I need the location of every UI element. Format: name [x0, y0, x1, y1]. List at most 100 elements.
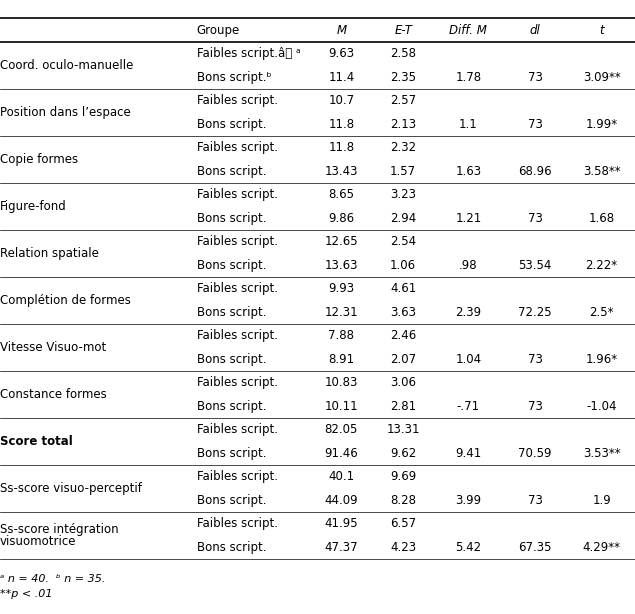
Text: Bons script.ᵇ: Bons script.ᵇ — [197, 71, 271, 84]
Text: Diff. M: Diff. M — [450, 24, 487, 37]
Text: 13.31: 13.31 — [387, 424, 420, 437]
Text: 1.57: 1.57 — [390, 165, 417, 178]
Text: Faibles script.â ᵃ: Faibles script.â ᵃ — [197, 47, 300, 60]
Text: 13.63: 13.63 — [324, 259, 358, 272]
Text: 73: 73 — [528, 212, 542, 225]
Text: 3.58**: 3.58** — [583, 165, 620, 178]
Text: 2.39: 2.39 — [455, 306, 481, 319]
Text: 9.86: 9.86 — [328, 212, 354, 225]
Text: Complétion de formes: Complétion de formes — [0, 294, 131, 307]
Text: **p < .01: **p < .01 — [0, 589, 53, 599]
Text: .98: .98 — [459, 259, 478, 272]
Text: 5.42: 5.42 — [455, 541, 481, 554]
Text: 3.06: 3.06 — [391, 376, 416, 389]
Text: 11.8: 11.8 — [328, 118, 354, 131]
Text: 6.57: 6.57 — [390, 518, 417, 530]
Text: Faibles script.: Faibles script. — [197, 424, 278, 437]
Text: Faibles script.: Faibles script. — [197, 188, 278, 201]
Text: 3.53**: 3.53** — [583, 447, 620, 460]
Text: 9.62: 9.62 — [390, 447, 417, 460]
Text: 2.81: 2.81 — [390, 400, 417, 413]
Text: 10.83: 10.83 — [324, 376, 358, 389]
Text: Bons script.: Bons script. — [197, 447, 266, 460]
Text: 8.28: 8.28 — [391, 494, 416, 507]
Text: 1.78: 1.78 — [455, 71, 481, 84]
Text: 1.04: 1.04 — [455, 353, 481, 366]
Text: 9.63: 9.63 — [328, 47, 354, 60]
Text: 10.7: 10.7 — [328, 94, 354, 107]
Text: Figure-fond: Figure-fond — [0, 200, 67, 213]
Text: 68.96: 68.96 — [518, 165, 552, 178]
Text: Bons script.: Bons script. — [197, 541, 266, 554]
Text: -.71: -.71 — [457, 400, 480, 413]
Text: 73: 73 — [528, 71, 542, 84]
Text: Bons script.: Bons script. — [197, 400, 266, 413]
Text: 12.31: 12.31 — [324, 306, 358, 319]
Text: Groupe: Groupe — [197, 24, 240, 37]
Text: 12.65: 12.65 — [324, 235, 358, 248]
Text: Vitesse Visuo-mot: Vitesse Visuo-mot — [0, 341, 106, 354]
Text: 72.25: 72.25 — [518, 306, 552, 319]
Text: 1.99*: 1.99* — [585, 118, 618, 131]
Text: 53.54: 53.54 — [518, 259, 552, 272]
Text: 2.57: 2.57 — [390, 94, 417, 107]
Text: 7.88: 7.88 — [328, 329, 354, 343]
Text: Faibles script.: Faibles script. — [197, 235, 278, 248]
Text: 1.9: 1.9 — [592, 494, 611, 507]
Text: 13.43: 13.43 — [324, 165, 358, 178]
Text: Copie formes: Copie formes — [0, 153, 78, 166]
Text: Bons script.: Bons script. — [197, 306, 266, 319]
Text: M: M — [337, 24, 346, 37]
Text: 2.22*: 2.22* — [585, 259, 618, 272]
Text: Faibles script.: Faibles script. — [197, 94, 278, 107]
Text: Bons script.: Bons script. — [197, 212, 266, 225]
Text: Bons script.: Bons script. — [197, 494, 266, 507]
Text: 1.96*: 1.96* — [585, 353, 618, 366]
Text: 11.4: 11.4 — [328, 71, 354, 84]
Text: 2.94: 2.94 — [390, 212, 417, 225]
Text: 73: 73 — [528, 118, 542, 131]
Text: Bons script.: Bons script. — [197, 353, 266, 366]
Text: 2.35: 2.35 — [391, 71, 416, 84]
Text: 2.32: 2.32 — [390, 141, 417, 154]
Text: 67.35: 67.35 — [518, 541, 552, 554]
Text: 2.13: 2.13 — [390, 118, 417, 131]
Text: 1.68: 1.68 — [589, 212, 615, 225]
Text: 1.06: 1.06 — [390, 259, 417, 272]
Text: 47.37: 47.37 — [324, 541, 358, 554]
Text: 2.46: 2.46 — [390, 329, 417, 343]
Text: t: t — [599, 24, 604, 37]
Text: Bons script.: Bons script. — [197, 118, 266, 131]
Text: 44.09: 44.09 — [324, 494, 358, 507]
Text: 40.1: 40.1 — [328, 470, 354, 483]
Text: 73: 73 — [528, 400, 542, 413]
Text: 1.1: 1.1 — [459, 118, 478, 131]
Text: 4.61: 4.61 — [390, 282, 417, 295]
Text: 9.93: 9.93 — [328, 282, 354, 295]
Text: Bons script.: Bons script. — [197, 165, 266, 178]
Text: 8.91: 8.91 — [328, 353, 354, 366]
Text: 41.95: 41.95 — [324, 518, 358, 530]
Text: Ss-score visuo-perceptif: Ss-score visuo-perceptif — [0, 482, 142, 495]
Text: 3.63: 3.63 — [391, 306, 416, 319]
Text: 70.59: 70.59 — [518, 447, 552, 460]
Text: ᵃ n = 40.  ᵇ n = 35.: ᵃ n = 40. ᵇ n = 35. — [0, 574, 105, 584]
Text: 3.23: 3.23 — [391, 188, 416, 201]
Text: 4.29**: 4.29** — [583, 541, 620, 554]
Text: dl: dl — [530, 24, 540, 37]
Text: E-T: E-T — [394, 24, 412, 37]
Text: 2.5*: 2.5* — [589, 306, 614, 319]
Text: 73: 73 — [528, 494, 542, 507]
Text: Bons script.: Bons script. — [197, 259, 266, 272]
Text: 2.54: 2.54 — [390, 235, 417, 248]
Text: Faibles script.: Faibles script. — [197, 282, 278, 295]
Text: Relation spatiale: Relation spatiale — [0, 247, 99, 260]
Text: 3.99: 3.99 — [455, 494, 481, 507]
Text: 11.8: 11.8 — [328, 141, 354, 154]
Text: 9.69: 9.69 — [390, 470, 417, 483]
Text: visuomotrice: visuomotrice — [0, 535, 76, 548]
Text: 1.63: 1.63 — [455, 165, 481, 178]
Text: Faibles script.: Faibles script. — [197, 376, 278, 389]
Text: Faibles script.: Faibles script. — [197, 470, 278, 483]
Text: Faibles script.: Faibles script. — [197, 329, 278, 343]
